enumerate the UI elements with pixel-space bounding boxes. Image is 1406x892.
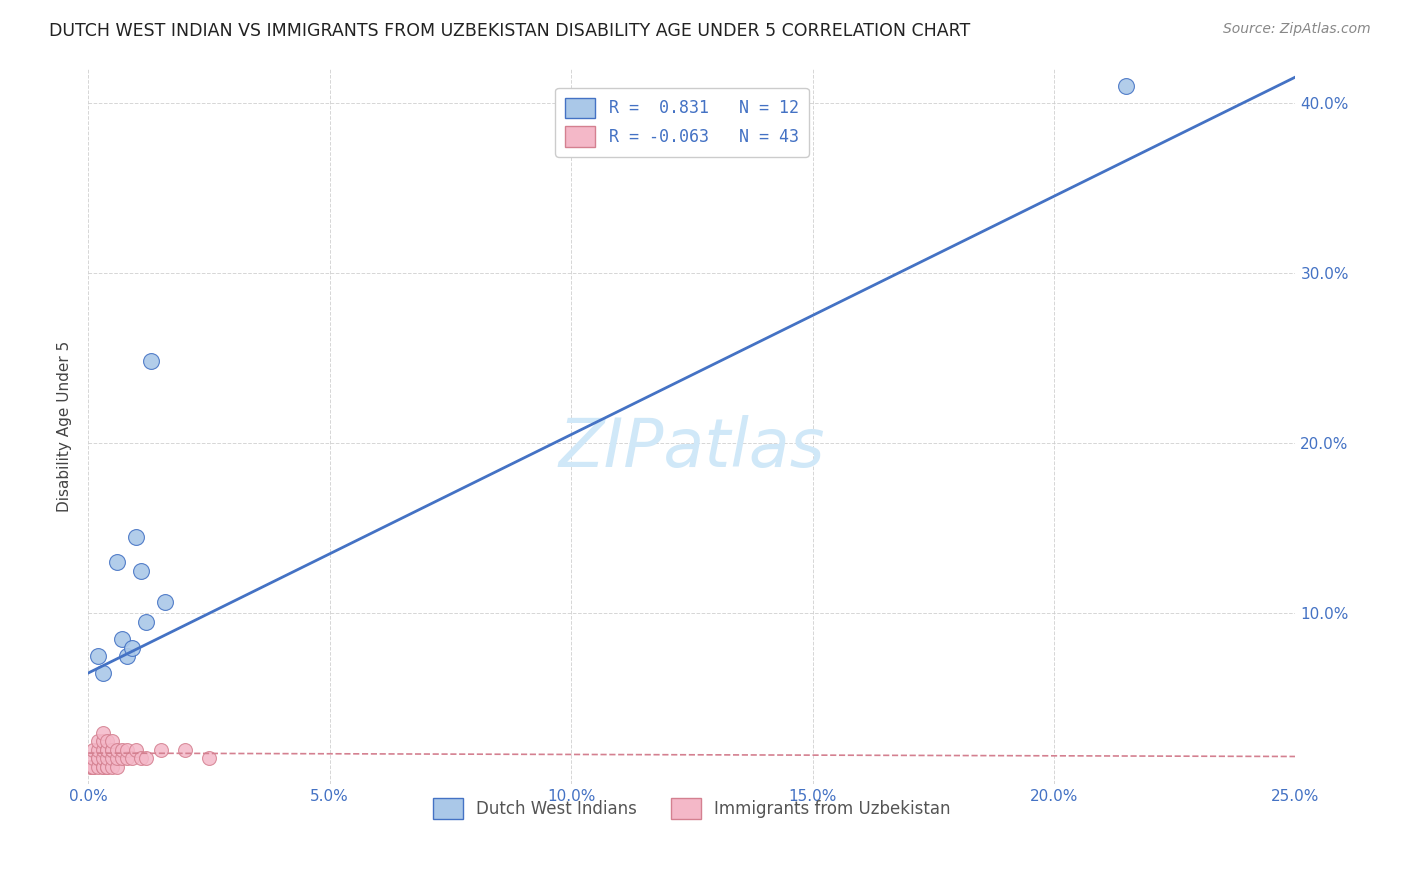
Point (82, 760, 104, 774)
Point (82, 760, 104, 774)
Y-axis label: Disability Age Under 5: Disability Age Under 5 (58, 341, 72, 512)
Point (87, 742, 110, 756)
Point (96, 734, 118, 748)
Point (105, 751, 128, 765)
Point (96, 742, 118, 756)
Point (139, 354, 162, 368)
Point (101, 734, 124, 748)
Point (91, 760, 114, 774)
Point (87, 751, 110, 765)
Point (121, 751, 143, 765)
Point (91, 742, 114, 756)
Point (135, 615, 157, 629)
Point (129, 751, 152, 765)
Point (79, 760, 101, 774)
Point (121, 640, 143, 655)
Text: DUTCH WEST INDIAN VS IMMIGRANTS FROM UZBEKISTAN DISABILITY AGE UNDER 5 CORRELATI: DUTCH WEST INDIAN VS IMMIGRANTS FROM UZB… (49, 22, 970, 40)
Point (91, 760, 114, 774)
Point (1115, 78, 1137, 93)
Point (82, 751, 104, 765)
Point (91, 734, 114, 748)
Point (125, 742, 148, 756)
Point (101, 751, 124, 765)
Point (115, 648, 138, 663)
Point (173, 742, 195, 756)
Point (105, 742, 128, 756)
Point (101, 742, 124, 756)
Point (91, 751, 114, 765)
Point (111, 742, 134, 756)
Point (101, 760, 124, 774)
Point (87, 648, 110, 663)
Point (91, 666, 114, 681)
Legend: Dutch West Indians, Immigrants from Uzbekistan: Dutch West Indians, Immigrants from Uzbe… (426, 792, 957, 825)
Point (115, 742, 138, 756)
Point (149, 742, 172, 756)
Point (125, 530, 148, 544)
Point (96, 742, 118, 756)
Text: ZIPatlas: ZIPatlas (558, 415, 825, 481)
Point (105, 555, 128, 569)
Point (87, 734, 110, 748)
Point (198, 751, 221, 765)
Point (87, 751, 110, 765)
Point (87, 760, 110, 774)
Point (111, 751, 134, 765)
Point (105, 760, 128, 774)
Point (91, 725, 114, 739)
Point (96, 751, 118, 765)
Point (79, 760, 101, 774)
Point (101, 742, 124, 756)
Point (135, 751, 157, 765)
Point (96, 760, 118, 774)
Point (115, 751, 138, 765)
Point (155, 594, 177, 608)
Point (96, 760, 118, 774)
Point (129, 564, 152, 578)
Text: Source: ZipAtlas.com: Source: ZipAtlas.com (1223, 22, 1371, 37)
Point (82, 742, 104, 756)
Point (111, 632, 134, 646)
Point (82, 760, 104, 774)
